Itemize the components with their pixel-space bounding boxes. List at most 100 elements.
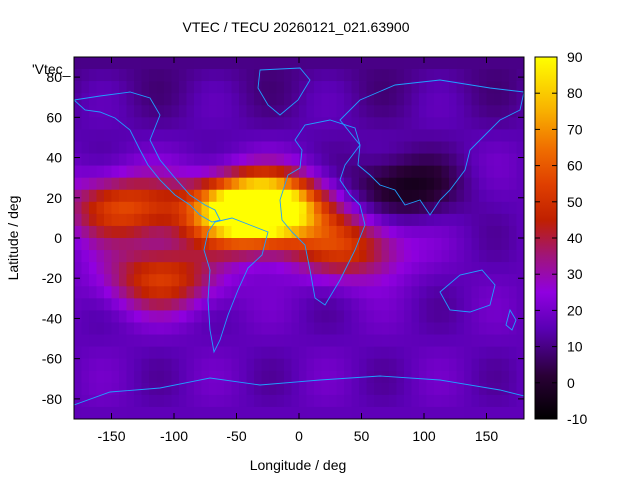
heatmap-cell xyxy=(329,322,337,335)
heatmap-cell xyxy=(381,298,390,311)
heatmap-cell xyxy=(441,165,450,178)
heatmap-cell xyxy=(89,201,97,215)
heatmap-cell xyxy=(486,165,495,178)
heatmap-cell xyxy=(231,177,240,191)
heatmap-cell xyxy=(291,406,300,419)
heatmap-cell xyxy=(269,238,277,251)
heatmap-cell xyxy=(216,153,225,166)
heatmap-cell xyxy=(441,406,450,419)
heatmap-cell xyxy=(239,310,247,323)
heatmap-cell xyxy=(374,93,382,106)
heatmap-cell xyxy=(201,358,210,372)
heatmap-cell xyxy=(141,165,150,178)
heatmap-cell xyxy=(134,189,142,203)
heatmap-cell xyxy=(516,370,524,384)
heatmap-cell xyxy=(231,105,240,118)
heatmap-cell xyxy=(246,201,255,215)
heatmap-cell xyxy=(231,250,240,263)
heatmap-cell xyxy=(216,262,225,275)
heatmap-cell xyxy=(314,81,322,94)
heatmap-cell xyxy=(359,322,367,335)
heatmap-cell xyxy=(74,213,82,227)
heatmap-cell xyxy=(396,153,405,166)
heatmap-cell xyxy=(89,382,97,396)
heatmap-cell xyxy=(359,129,367,142)
heatmap-cell xyxy=(186,69,195,82)
heatmap-cell xyxy=(134,358,142,372)
heatmap-cell xyxy=(486,201,495,215)
heatmap-cell xyxy=(306,370,315,384)
heatmap-cell xyxy=(404,250,412,263)
heatmap-cell xyxy=(231,406,240,419)
heatmap-cell xyxy=(186,238,195,251)
heatmap-cell xyxy=(419,213,427,227)
heatmap-cell xyxy=(434,238,442,251)
heatmap-cell xyxy=(239,238,247,251)
heatmap-cell xyxy=(254,93,262,106)
heatmap-cell xyxy=(149,57,157,70)
heatmap-cell xyxy=(201,298,210,311)
heatmap-cell xyxy=(186,286,195,299)
heatmap-cell xyxy=(89,250,97,263)
heatmap-cell xyxy=(434,201,442,215)
heatmap-cell xyxy=(351,286,360,299)
heatmap-cell xyxy=(134,298,142,311)
heatmap-cell xyxy=(374,153,382,166)
heatmap-cell xyxy=(246,358,255,372)
heatmap-cell xyxy=(291,225,300,239)
heatmap-cell xyxy=(434,274,442,287)
heatmap-cell xyxy=(284,250,292,263)
heatmap-cell xyxy=(441,69,450,82)
heatmap-cell xyxy=(284,81,292,94)
heatmap-cell xyxy=(269,322,277,335)
heatmap-cell xyxy=(156,81,165,94)
heatmap-cell xyxy=(254,406,262,419)
heatmap-cell xyxy=(374,225,382,239)
heatmap-cell xyxy=(209,250,217,263)
heatmap-cell xyxy=(479,189,487,203)
heatmap-cell xyxy=(111,69,120,82)
heatmap-cell xyxy=(486,358,495,372)
heatmap-cell xyxy=(201,346,210,359)
heatmap-cell xyxy=(374,81,382,94)
heatmap-cell xyxy=(441,93,450,106)
heatmap-cell xyxy=(411,69,420,82)
heatmap-cell xyxy=(164,105,172,118)
heatmap-cell xyxy=(501,322,510,335)
heatmap-cell xyxy=(479,69,487,82)
heatmap-cell xyxy=(89,406,97,419)
heatmap-cell xyxy=(486,382,495,396)
heatmap-cell xyxy=(186,201,195,215)
heatmap-cell xyxy=(179,274,187,287)
heatmap-cell xyxy=(329,105,337,118)
heatmap-cell xyxy=(231,225,240,239)
heatmap-cell xyxy=(269,346,277,359)
heatmap-cell xyxy=(344,225,352,239)
heatmap-cell xyxy=(111,274,120,287)
heatmap-cell xyxy=(471,238,480,251)
heatmap-cell xyxy=(216,346,225,359)
heatmap-cell xyxy=(486,406,495,419)
heatmap-cell xyxy=(299,129,307,142)
heatmap-cell xyxy=(201,394,210,408)
heatmap-cell xyxy=(344,93,352,106)
heatmap-cell xyxy=(126,93,135,106)
heatmap-cell xyxy=(111,165,120,178)
heatmap-cell xyxy=(141,358,150,372)
heatmap-cell xyxy=(479,153,487,166)
heatmap-cell xyxy=(96,129,105,142)
heatmap-cell xyxy=(284,141,292,154)
heatmap-cell xyxy=(306,346,315,359)
heatmap-cell xyxy=(141,322,150,335)
heatmap-cell xyxy=(486,105,495,118)
heatmap-cell xyxy=(231,262,240,275)
heatmap-cell xyxy=(104,286,112,299)
heatmap-cell xyxy=(96,141,105,154)
heatmap-cell xyxy=(306,57,315,70)
heatmap-cell xyxy=(486,250,495,263)
heatmap-cell xyxy=(246,93,255,106)
heatmap-cell xyxy=(126,394,135,408)
heatmap-cell xyxy=(426,153,435,166)
heatmap-cell xyxy=(209,334,217,347)
heatmap-cell xyxy=(111,177,120,191)
